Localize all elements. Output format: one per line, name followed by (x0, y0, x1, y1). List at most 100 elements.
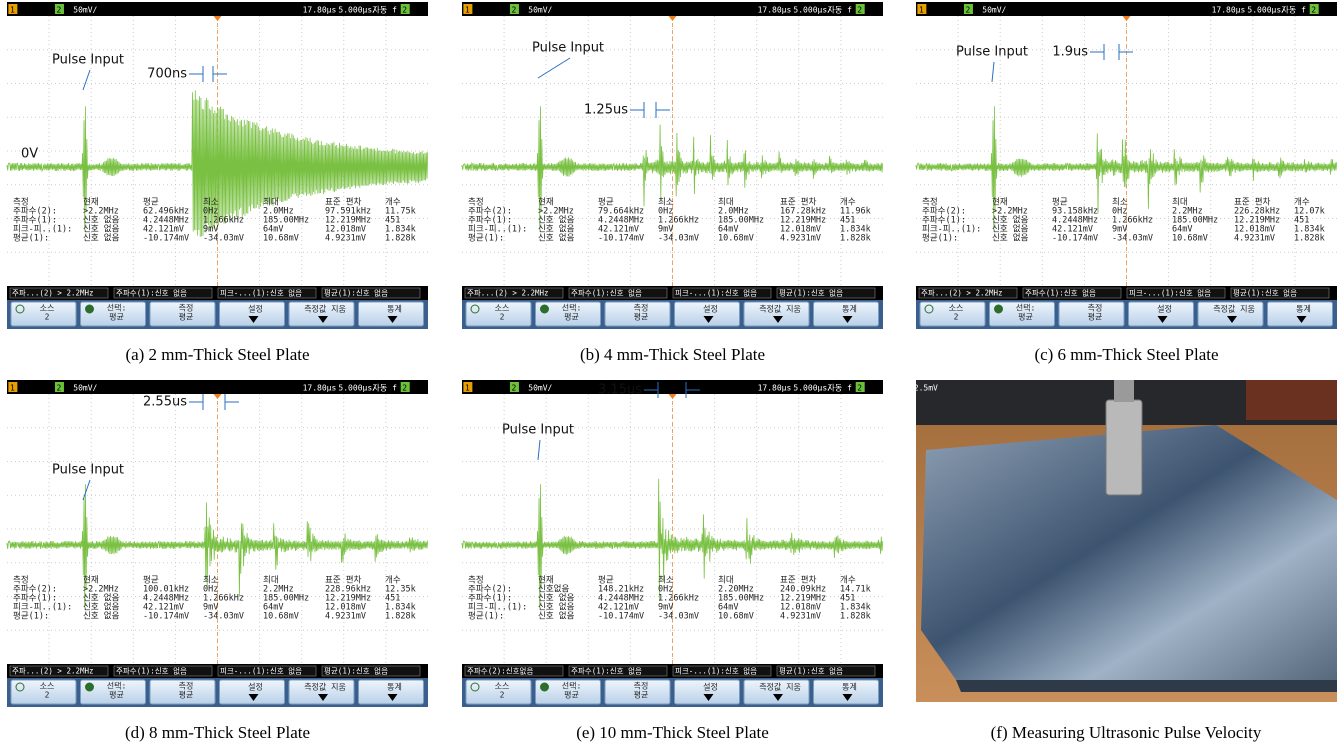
header-label: 자동 (827, 384, 842, 393)
softkey-label: 2 (500, 691, 505, 700)
header-label: 2 (57, 6, 62, 15)
softkey-label: 측정값 지움 (1213, 304, 1255, 314)
table-cell: 1.828k (385, 234, 416, 244)
status-label: 주파...(2) > 2.2MHz (12, 667, 94, 676)
header-label: f (847, 384, 852, 393)
table-cell: 10.68mV (718, 234, 754, 244)
pulse-annotation: Pulse Input (532, 41, 604, 56)
softkey-label: 설정 (1157, 304, 1172, 314)
delay-annotation: 2.55us (143, 395, 187, 410)
caption: (a) 2 mm-Thick Steel Plate (125, 345, 309, 364)
header-label: 자동 (372, 6, 387, 15)
softkey-label: 선택: (562, 681, 582, 691)
header-label: 5.000µs/ (793, 6, 832, 15)
softkey-label: 선택: (107, 303, 127, 313)
status-label: 주파수(1):신호 없음 (1025, 289, 1096, 298)
header-label: f (392, 384, 397, 393)
header-label: 자동 (827, 6, 842, 15)
softkey-label: 소스 (949, 304, 964, 313)
table-cell: -34.03mV (1112, 234, 1153, 244)
status-label: 피크-...(1):신호 없음 (220, 667, 302, 676)
table-cell: 4.9231mV (780, 612, 821, 622)
pulse-annotation: Pulse Input (52, 463, 124, 478)
pulse-annotation: Pulse Input (52, 53, 124, 68)
softkey-label: 측정값 지움 (759, 682, 801, 692)
status-label: 평균(1):신호 없음 (779, 666, 843, 676)
table-cell: 4.9231mV (1234, 234, 1275, 244)
header-label: 5.000µs/ (338, 6, 377, 15)
softkey-icon (995, 305, 1003, 313)
header-label: 1 (10, 6, 15, 15)
header-label: f (1301, 6, 1306, 15)
softkey-label: 설정 (248, 304, 263, 314)
softkey-label: 2 (45, 691, 50, 700)
table-cell: 신호 없음 (538, 612, 575, 622)
caption: (c) 6 mm-Thick Steel Plate (1034, 345, 1218, 364)
softkey-icon (86, 683, 94, 691)
header-label: 17.80µs (758, 384, 792, 393)
status-label: 주파...(2) > 2.2MHz (921, 289, 1003, 298)
delay-annotation: 1.25us (584, 103, 628, 118)
header-label: 1 (919, 6, 924, 15)
softkey-label: 측정 (179, 303, 194, 313)
header-label: f (392, 6, 397, 15)
header-label: 5.000µs/ (1247, 6, 1286, 15)
status-label: 피크-...(1):신호 없음 (675, 289, 757, 298)
status-label: 평균(1):신호 없음 (1233, 288, 1297, 298)
softkey-label: 설정 (703, 682, 718, 692)
board (1246, 380, 1337, 420)
status-label: 주파수(2):신호없음 (467, 667, 533, 676)
softkey-label: 평균 (1018, 312, 1033, 322)
table-cell: 4.9231mV (325, 234, 366, 244)
table-cell: 평균(1): (13, 611, 49, 622)
table-cell: -10.174mV (143, 612, 189, 622)
softkey-label: 평균 (634, 690, 649, 700)
softkey-label: 평균 (564, 312, 579, 322)
table-cell: 10.68mV (1172, 234, 1208, 244)
table-cell: -34.03mV (203, 612, 244, 622)
header-label: 자동 (372, 384, 387, 393)
delay-annotation: 1.9us (1052, 45, 1088, 60)
header-label: 2 (57, 384, 62, 393)
softkey-label: 측정 (634, 681, 649, 691)
header-label: 50mV/ (73, 6, 97, 15)
table-cell: 4.9231mV (780, 234, 821, 244)
table-cell: -34.03mV (658, 612, 699, 622)
header-label: 17.80µs (1212, 6, 1246, 15)
status-label: 평균(1):신호 없음 (324, 666, 388, 676)
table-cell: -34.03mV (203, 234, 244, 244)
photo-panel (916, 380, 1337, 702)
probe (1106, 400, 1142, 495)
softkey-label: 측정값 지움 (759, 304, 801, 314)
header-label: 2 (857, 6, 862, 15)
table-cell: 평균(1): (922, 233, 958, 244)
header-label: 17.80µs (303, 6, 337, 15)
softkey-label: 설정 (248, 682, 263, 692)
softkey-label: 측정 (1088, 303, 1103, 313)
header-label: 50mV/ (528, 384, 552, 393)
delay-annotation: 3.15us (598, 383, 642, 398)
status-label: 피크-...(1):신호 없음 (220, 289, 302, 298)
softkey-label: 평균 (179, 690, 194, 700)
header-label: 2 (402, 6, 407, 15)
caption: (e) 10 mm-Thick Steel Plate (576, 723, 769, 742)
plate-edge (956, 680, 1337, 692)
probe-cable (1114, 380, 1134, 402)
table-cell: 1.828k (1294, 234, 1325, 244)
status-label: 주파수(1):신호 없음 (116, 289, 187, 298)
pulse-annotation: Pulse Input (502, 423, 574, 438)
status-label: 주파수(1):신호 없음 (116, 667, 187, 676)
table-cell: -34.03mV (658, 234, 699, 244)
oscilloscope-panel: 1250mV/17.80µs5.000µs/자동f222.5mVPulse In… (462, 380, 938, 707)
oscilloscope-panel: 1250mV/17.80µs5.000µs/자동f222.5mVPulse In… (7, 2, 483, 329)
softkey-label: 평균 (179, 312, 194, 322)
table-cell: -10.174mV (1052, 234, 1098, 244)
softkey-label: 통계 (387, 304, 402, 314)
header-label: f (847, 6, 852, 15)
caption: (f) Measuring Ultrasonic Pulse Velocity (991, 723, 1262, 742)
header-label: 5.000µs/ (793, 384, 832, 393)
table-cell: 신호 없음 (83, 612, 120, 622)
softkey-label: 평균 (1088, 312, 1103, 322)
table-cell: 평균(1): (468, 611, 504, 622)
